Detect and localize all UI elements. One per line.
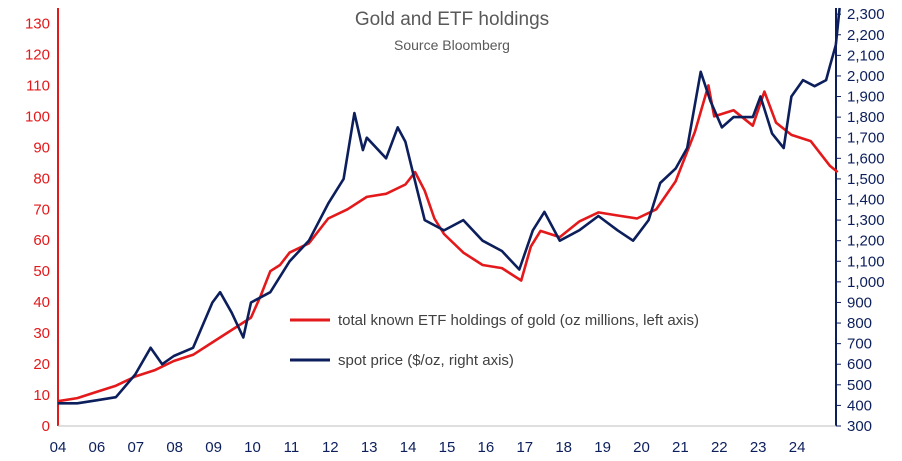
- right-tick-label: 2,100: [847, 47, 885, 64]
- left-tick-label: 90: [33, 139, 50, 156]
- left-tick-label: 70: [33, 201, 50, 218]
- chart-title: Gold and ETF holdings: [355, 9, 549, 30]
- x-tick-label: 24: [789, 439, 806, 456]
- right-tick-label: 1,100: [847, 253, 885, 270]
- right-tick-label: 1,500: [847, 171, 885, 188]
- right-tick-label: 400: [847, 397, 872, 414]
- left-tick-label: 20: [33, 356, 50, 373]
- x-tick-label: 04: [50, 439, 67, 456]
- left-tick-label: 80: [33, 170, 50, 187]
- x-tick-label: 15: [439, 439, 456, 456]
- x-tick-label: 10: [244, 439, 261, 456]
- x-tick-label: 18: [555, 439, 572, 456]
- left-tick-label: 40: [33, 294, 50, 311]
- x-tick-label: 07: [127, 439, 144, 456]
- left-tick-label: 30: [33, 325, 50, 342]
- right-tick-label: 600: [847, 356, 872, 373]
- legend-label-etf: total known ETF holdings of gold (oz mil…: [338, 312, 699, 329]
- left-tick-label: 100: [25, 108, 50, 125]
- left-tick-label: 0: [42, 418, 50, 435]
- right-tick-label: 1,000: [847, 274, 885, 291]
- right-tick-label: 2,300: [847, 6, 885, 23]
- left-tick-label: 130: [25, 15, 50, 32]
- right-tick-label: 1,700: [847, 130, 885, 147]
- left-tick-label: 110: [26, 77, 50, 94]
- right-tick-label: 1,600: [847, 150, 885, 167]
- x-tick-label: 23: [750, 439, 767, 456]
- left-axis-ticks: 0 10 20 30 40 50 60 70 80 90 100 110 120 130: [25, 15, 50, 435]
- right-tick-label: 300: [847, 418, 872, 435]
- x-tick-label: 19: [594, 439, 611, 456]
- x-tick-label: 14: [400, 439, 417, 456]
- right-tick-label: 900: [847, 294, 872, 311]
- x-tick-label: 12: [322, 439, 339, 456]
- right-tick-label: 700: [847, 336, 872, 353]
- right-tick-label: 2,000: [847, 68, 885, 85]
- x-tick-label: 20: [633, 439, 650, 456]
- x-tick-label: 17: [516, 439, 533, 456]
- x-axis-ticks: 04 06 07 08 09 10 11 12 13 14 15 16 17 18 19 20 21 22 23 24: [50, 439, 806, 456]
- left-tick-label: 10: [33, 387, 50, 404]
- right-tick-label: 500: [847, 377, 872, 394]
- x-tick-label: 11: [284, 439, 300, 456]
- right-tick-label: 800: [847, 315, 872, 332]
- right-tick-label: 2,200: [847, 27, 885, 44]
- right-axis-ticks: 300 400 500 600 700 800 900 1,000 1,100 1,200 1,30…: [836, 6, 885, 435]
- x-tick-label: 16: [478, 439, 495, 456]
- series-lines: [57, 7, 841, 405]
- left-tick-label: 50: [33, 263, 50, 280]
- right-tick-label: 1,300: [847, 212, 885, 229]
- left-tick-label: 60: [33, 232, 50, 249]
- x-tick-label: 09: [205, 439, 222, 456]
- x-tick-label: 22: [711, 439, 728, 456]
- right-tick-label: 1,400: [847, 191, 885, 208]
- x-tick-label: 08: [166, 439, 183, 456]
- right-tick-label: 1,200: [847, 233, 885, 250]
- right-tick-label: 1,900: [847, 89, 885, 106]
- x-tick-label: 21: [672, 439, 689, 456]
- right-tick-label: 1,800: [847, 109, 885, 126]
- legend: total known ETF holdings of gold (oz mil…: [290, 312, 699, 369]
- series-line-spot-price: [58, 7, 841, 405]
- x-tick-label: 06: [89, 439, 106, 456]
- left-tick-label: 120: [25, 46, 50, 63]
- x-tick-label: 13: [361, 439, 378, 456]
- chart-subtitle: Source Bloomberg: [394, 37, 510, 53]
- series-line-etf-holdings: [57, 84, 839, 403]
- legend-label-spot: spot price ($/oz, right axis): [338, 352, 514, 369]
